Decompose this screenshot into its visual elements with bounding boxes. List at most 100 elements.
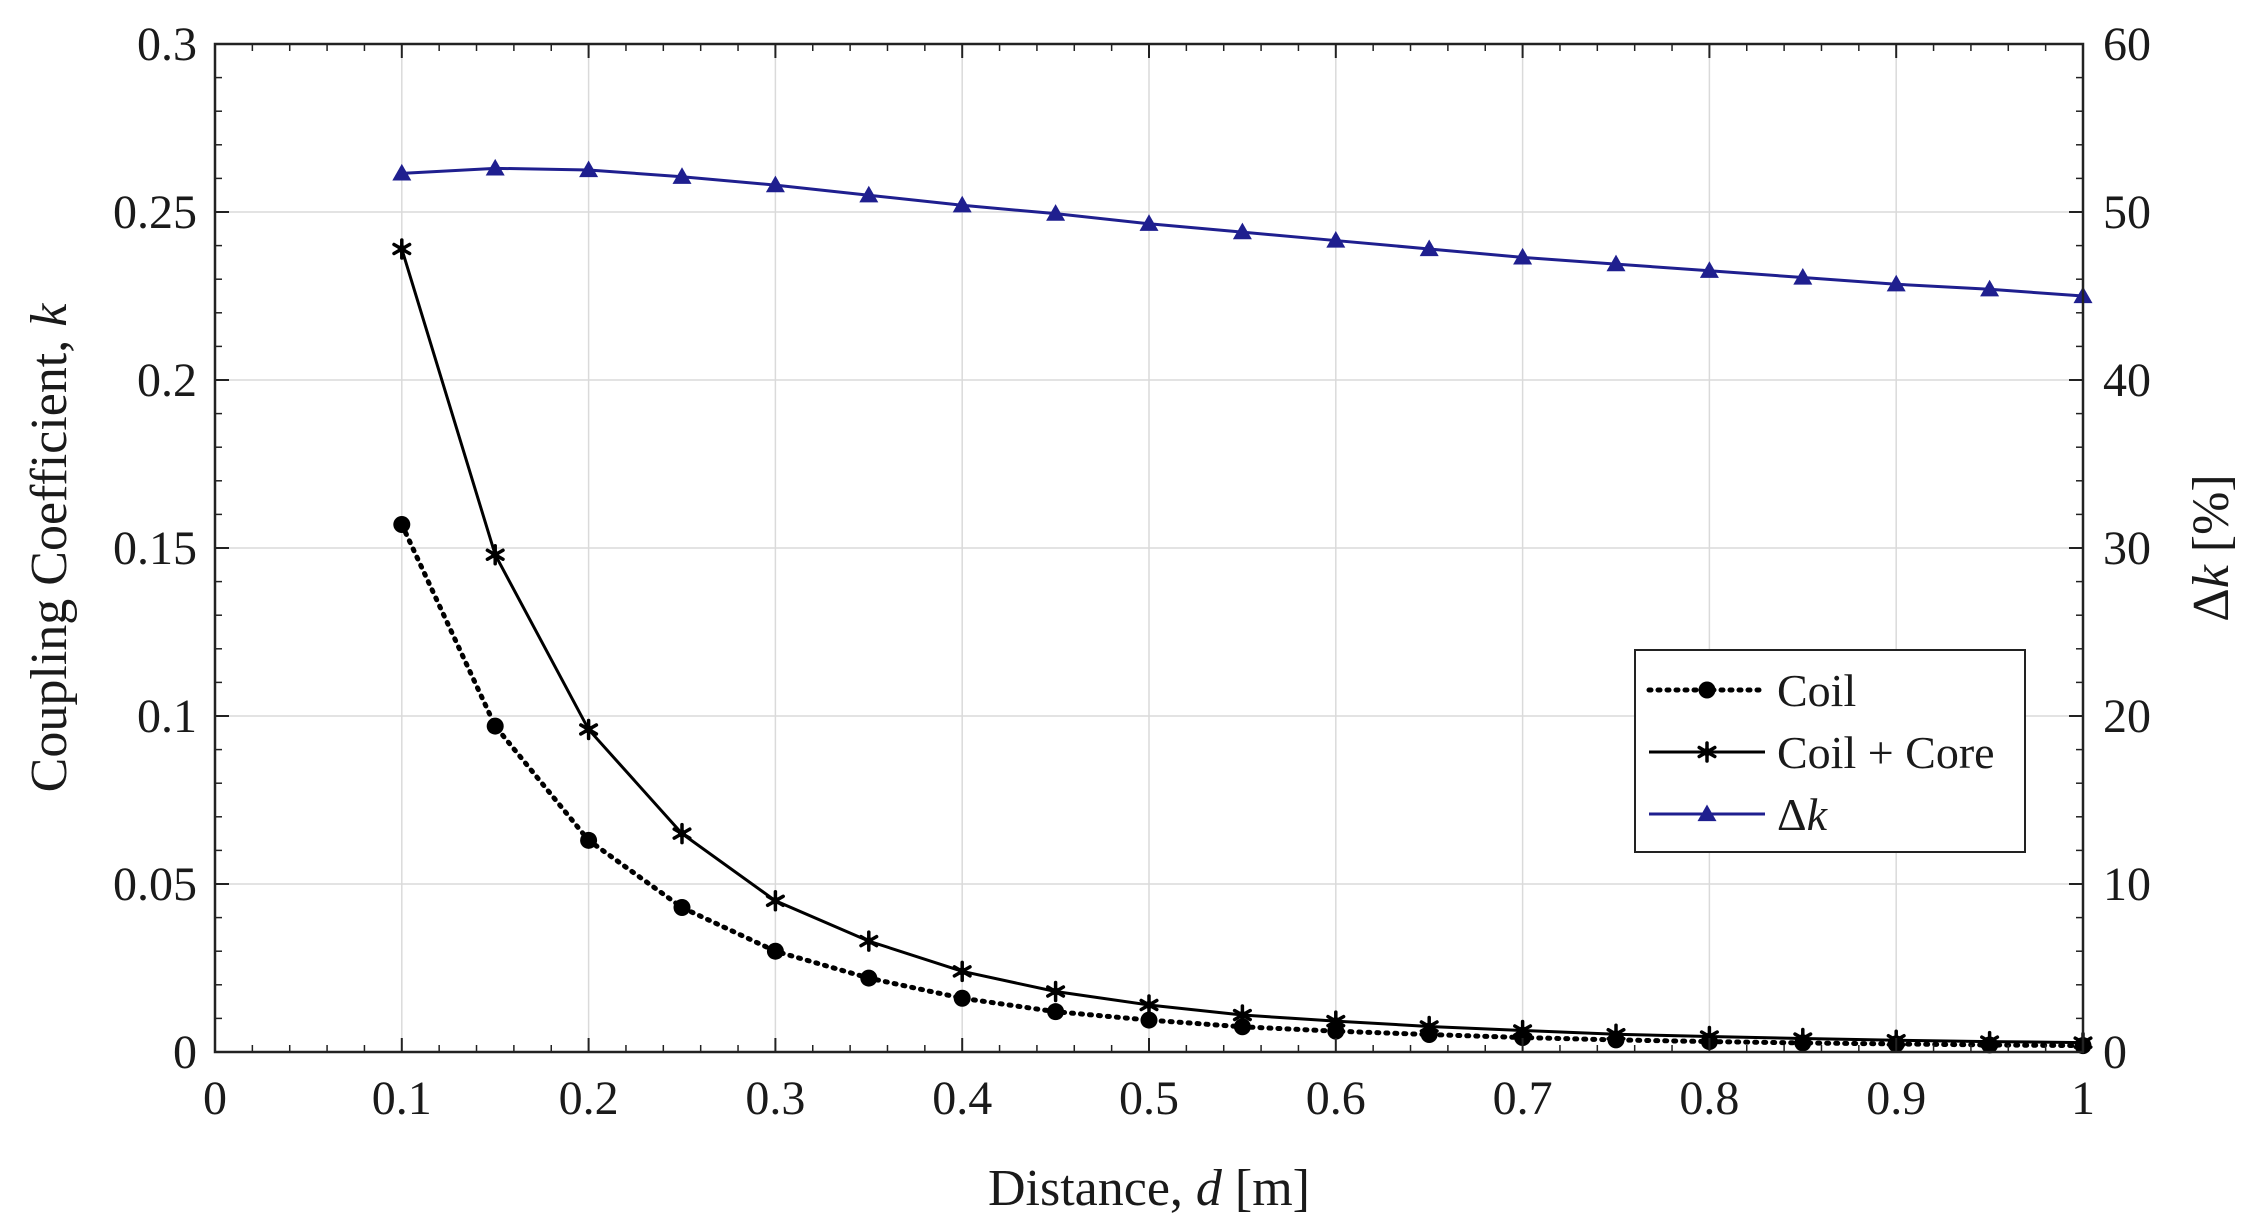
- data-point: [1980, 1030, 2000, 1053]
- series-k: [392, 158, 2093, 304]
- asterisk-center: [1705, 1032, 1714, 1041]
- data-point: [859, 930, 879, 952]
- data-point: [1513, 247, 1533, 265]
- legend-sample: [1649, 804, 1765, 822]
- asterisk-center: [1238, 1011, 1247, 1020]
- data-point: [1606, 1023, 1626, 1045]
- x-tick-label: 0: [203, 1072, 227, 1125]
- asterisk-center: [397, 244, 406, 253]
- data-point: [953, 989, 971, 1007]
- data-point: [579, 718, 599, 741]
- data-point: [486, 717, 504, 735]
- data-point: [392, 238, 412, 260]
- data-point: [1793, 268, 1813, 285]
- data-point: [1980, 279, 2000, 297]
- legend-sample-marker: [1697, 741, 1717, 763]
- data-point: [765, 890, 785, 912]
- data-point: [859, 185, 879, 203]
- asterisk-center: [1612, 1030, 1620, 1039]
- data-point: [1233, 1018, 1251, 1036]
- x-tick-label: 0.4: [932, 1072, 992, 1125]
- legend-label-coil: Coil: [1777, 665, 1856, 716]
- data-point: [1140, 1011, 1158, 1029]
- data-point: [672, 167, 692, 184]
- asterisk-center: [958, 967, 967, 976]
- data-point: [1326, 1010, 1346, 1032]
- legend-sample: [1646, 681, 1768, 699]
- y-right-tick-label: 0: [2103, 1026, 2127, 1079]
- legend-sample: [1649, 741, 1765, 763]
- asterisk-center: [584, 725, 593, 734]
- data-point: [1232, 222, 1252, 240]
- x-tick-label: 0.6: [1306, 1072, 1366, 1125]
- x-axis-title: Distance, d [m]: [988, 1160, 1310, 1217]
- data-point: [1793, 1027, 1813, 1050]
- asterisk-center: [1985, 1037, 1994, 1046]
- data-point: [1419, 239, 1439, 257]
- asterisk-center: [1145, 1000, 1153, 1009]
- legend-sample-marker: [1697, 804, 1717, 822]
- y-right-tick-label: 30: [2103, 522, 2151, 575]
- y-axis-left-title: Coupling Coefficient, k: [21, 303, 78, 793]
- data-point: [1139, 214, 1159, 231]
- data-point: [485, 543, 505, 566]
- asterisk-center: [1798, 1034, 1807, 1043]
- asterisk-center: [864, 937, 873, 946]
- asterisk-center: [1703, 748, 1711, 756]
- x-tick-label: 0.1: [372, 1072, 432, 1125]
- x-tick-label: 0.2: [559, 1072, 619, 1125]
- data-point: [952, 195, 972, 213]
- data-point: [1513, 1019, 1533, 1042]
- data-point: [1886, 274, 1906, 292]
- x-tick-label: 0.3: [745, 1072, 805, 1125]
- x-tick-label: 0.8: [1679, 1072, 1739, 1125]
- data-point: [393, 515, 411, 533]
- legend-label-coil-core: Coil + Core: [1777, 727, 1995, 778]
- data-point: [1419, 1015, 1439, 1038]
- y-left-tick-label: 0.15: [113, 522, 197, 575]
- x-tick-label: 1: [2071, 1072, 2095, 1125]
- data-point: [485, 158, 505, 176]
- data-point: [860, 969, 878, 987]
- y-right-tick-label: 10: [2103, 858, 2151, 911]
- y-left-tick-label: 0.05: [113, 858, 197, 911]
- y-right-tick-label: 50: [2103, 186, 2151, 239]
- tick-labels: 0 0.1 0.2 0.3 0.4 0.5 0.6 0.7 0.8 0.9 100.050.10.1…: [113, 18, 2151, 1125]
- data-point: [1139, 994, 1159, 1016]
- axis-ticks: [214, 43, 2084, 1053]
- asterisk-center: [1518, 1026, 1527, 1035]
- asterisk-center: [1051, 987, 1060, 996]
- legend-samples: [1646, 681, 1768, 822]
- y-right-tick-label: 40: [2103, 354, 2151, 407]
- data-point: [952, 960, 972, 983]
- data-point: [672, 822, 692, 845]
- data-point: [1047, 1003, 1065, 1021]
- data-point: [579, 160, 599, 178]
- y-left-tick-label: 0.3: [137, 18, 197, 71]
- data-point: [580, 831, 598, 849]
- y-left-tick-label: 0.25: [113, 186, 197, 239]
- legend: Coil Coil + Core Δk: [1634, 649, 2026, 853]
- asterisk-center: [678, 829, 686, 838]
- data-point: [766, 942, 784, 960]
- y-axis-right-title: Δk [%]: [2183, 474, 2240, 622]
- data-point: [765, 175, 785, 193]
- legend-sample-marker: [1698, 681, 1716, 699]
- data-point: [1232, 1004, 1252, 1026]
- data-point: [1326, 231, 1346, 248]
- y-left-tick-label: 0: [173, 1026, 197, 1079]
- asterisk-center: [1331, 1017, 1340, 1026]
- y-left-tick-label: 0.1: [137, 690, 197, 743]
- x-tick-label: 0.5: [1119, 1072, 1179, 1125]
- data-point: [1606, 254, 1626, 272]
- y-right-tick-label: 60: [2103, 18, 2151, 71]
- asterisk-center: [771, 896, 780, 905]
- asterisk-center: [1425, 1022, 1434, 1031]
- y-left-tick-label: 0.2: [137, 354, 197, 407]
- data-point: [1699, 261, 1719, 278]
- data-point: [1046, 980, 1066, 1003]
- grid: [215, 44, 2083, 1052]
- data-point: [1046, 204, 1066, 221]
